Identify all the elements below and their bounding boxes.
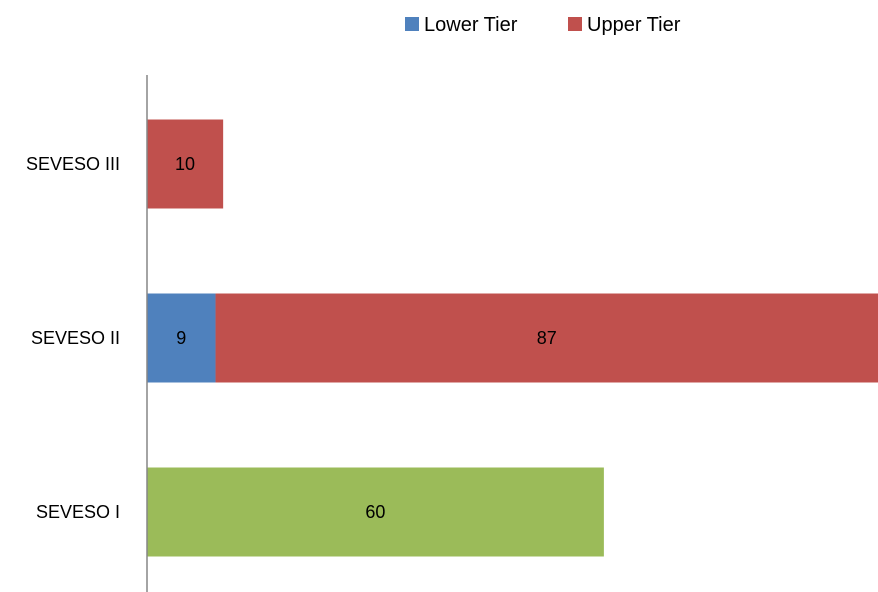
legend-swatch	[568, 17, 582, 31]
bar-upper-tier-1	[215, 293, 878, 383]
bar-value-label: 60	[365, 502, 385, 522]
bar-lower-tier-1	[147, 293, 216, 383]
legend-swatch	[405, 17, 419, 31]
bar-value-label: 9	[176, 328, 186, 348]
bar-value-label: 87	[537, 328, 557, 348]
bar-value-label: 10	[175, 154, 195, 174]
legend-label: Lower Tier	[424, 14, 518, 36]
category-labels: SEVESO III SEVESO II SEVESO I	[26, 154, 120, 522]
bar-series-2-2	[147, 467, 604, 557]
legend: Lower Tier Upper Tier	[405, 14, 681, 36]
category-label: SEVESO I	[36, 502, 120, 522]
bar-labels: 10 9 87 60	[175, 154, 557, 522]
category-label: SEVESO III	[26, 154, 120, 174]
bars	[147, 119, 878, 557]
category-label: SEVESO II	[31, 328, 120, 348]
legend-label: Upper Tier	[587, 14, 681, 36]
bar-upper-tier-0	[147, 119, 224, 209]
